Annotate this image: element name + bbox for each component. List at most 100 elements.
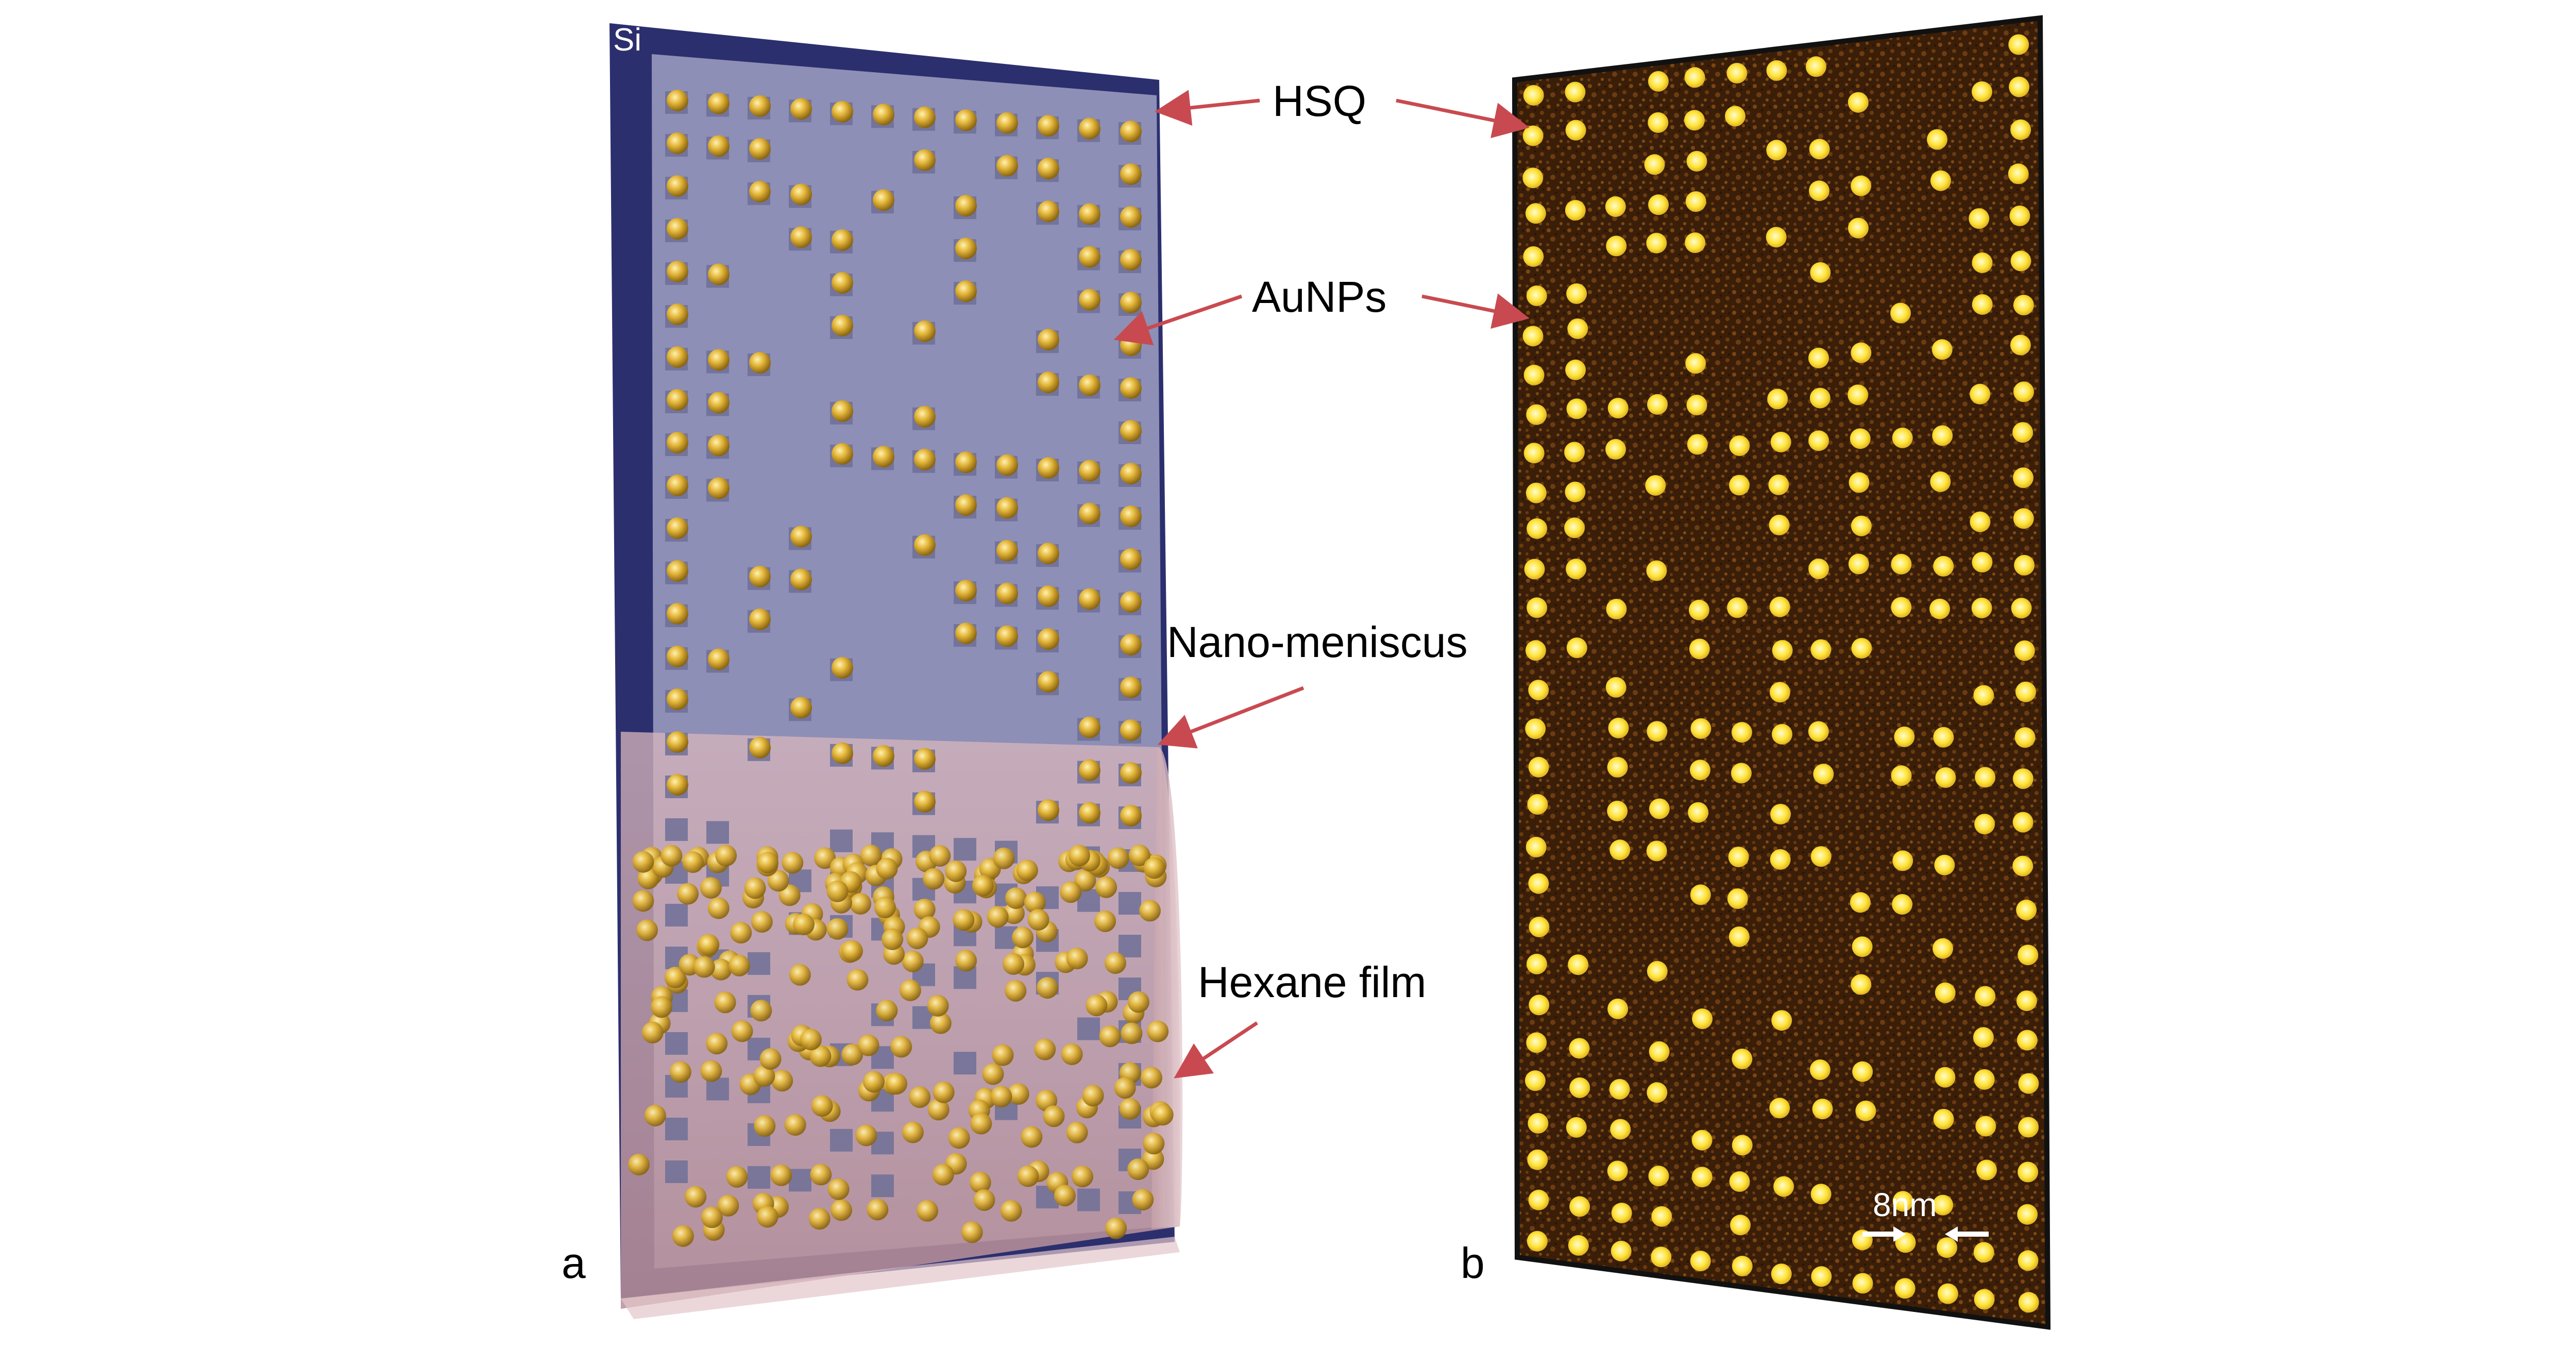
stem-particle bbox=[1975, 767, 1996, 788]
gold-nanoparticle bbox=[1079, 289, 1100, 311]
gold-nanoparticle bbox=[667, 261, 688, 282]
gold-nanoparticle bbox=[886, 1073, 907, 1095]
stem-particle bbox=[2017, 1204, 2038, 1225]
gold-nanoparticle bbox=[726, 1166, 748, 1188]
gold-nanoparticle bbox=[667, 603, 688, 625]
stem-particle bbox=[1894, 726, 1915, 747]
aunps-leader-b bbox=[1421, 293, 1530, 329]
stem-particle bbox=[1684, 67, 1705, 88]
stem-particle bbox=[1932, 425, 1953, 446]
gold-nanoparticle bbox=[750, 1000, 772, 1022]
panel-b-label: b bbox=[1461, 1239, 1485, 1287]
gold-nanoparticle bbox=[715, 845, 737, 867]
gold-nanoparticle bbox=[667, 175, 688, 197]
gold-nanoparticle bbox=[667, 90, 688, 111]
hsq-well bbox=[954, 838, 976, 861]
hexane-edge-shadow bbox=[621, 1237, 1180, 1319]
gold-nanoparticle bbox=[996, 454, 1018, 476]
stem-particle bbox=[1770, 849, 1791, 870]
gold-nanoparticle bbox=[876, 857, 898, 880]
gold-nanoparticle bbox=[708, 349, 730, 371]
stem-particle bbox=[1937, 1283, 1958, 1304]
gold-nanoparticle bbox=[841, 940, 863, 962]
stem-particle bbox=[2016, 899, 2037, 920]
stem-particle bbox=[1566, 1117, 1587, 1138]
gold-nanoparticle bbox=[708, 263, 730, 285]
stem-particle bbox=[1527, 794, 1548, 815]
stem-particle bbox=[1566, 398, 1587, 419]
gold-nanoparticle bbox=[955, 109, 977, 131]
gold-nanoparticle bbox=[1143, 1133, 1165, 1155]
gold-nanoparticle bbox=[1120, 377, 1142, 399]
stem-particle bbox=[1523, 443, 1545, 464]
gold-nanoparticle bbox=[1120, 506, 1142, 527]
stem-particle bbox=[1767, 389, 1788, 410]
stem-particle bbox=[1851, 515, 1872, 536]
gold-nanoparticle bbox=[1038, 457, 1059, 479]
gold-nanoparticle bbox=[909, 1086, 931, 1108]
stem-particle bbox=[2016, 990, 2037, 1012]
stem-particle bbox=[1766, 140, 1787, 161]
gold-nanoparticle bbox=[826, 880, 849, 902]
gold-nanoparticle bbox=[717, 1194, 739, 1217]
gold-nanoparticle bbox=[914, 320, 936, 342]
stem-particle bbox=[1929, 598, 1950, 619]
stem-particle bbox=[1649, 798, 1670, 819]
gold-nanoparticle bbox=[811, 1095, 833, 1117]
stem-particle bbox=[2013, 295, 2034, 315]
gold-nanoparticle bbox=[1021, 1126, 1043, 1148]
gold-nanoparticle bbox=[708, 477, 730, 499]
gold-nanoparticle bbox=[832, 314, 853, 336]
gold-nanoparticle bbox=[1027, 908, 1049, 931]
stem-particle bbox=[1569, 1038, 1590, 1059]
stem-particle bbox=[1974, 1069, 1995, 1090]
gold-nanoparticle bbox=[1107, 847, 1129, 869]
aunps-label: AuNPs bbox=[1252, 273, 1386, 321]
stem-particle bbox=[1805, 56, 1826, 77]
gold-nanoparticle bbox=[1120, 420, 1142, 442]
gold-nanoparticle bbox=[955, 494, 977, 516]
gold-nanoparticle bbox=[832, 229, 853, 251]
stem-particle bbox=[1892, 1191, 1913, 1212]
stem-particle bbox=[2013, 467, 2033, 488]
gold-nanoparticle bbox=[1038, 543, 1059, 565]
stem-particle bbox=[1851, 342, 1872, 363]
stem-particle bbox=[1809, 139, 1830, 160]
gold-nanoparticle bbox=[708, 648, 730, 670]
gold-nanoparticle bbox=[1038, 585, 1059, 608]
gold-nanoparticle bbox=[932, 1164, 954, 1186]
gold-nanoparticle bbox=[832, 742, 853, 764]
stem-particle bbox=[1810, 262, 1831, 283]
gold-nanoparticle bbox=[914, 534, 936, 556]
nano-meniscus-leader bbox=[1157, 686, 1304, 749]
stem-particle bbox=[1975, 986, 1996, 1007]
stem-particle bbox=[1528, 680, 1549, 701]
stem-particle bbox=[1564, 517, 1585, 538]
stem-particle bbox=[1605, 439, 1626, 460]
stem-particle bbox=[2012, 768, 2033, 789]
gold-nanoparticle bbox=[767, 870, 789, 892]
gold-nanoparticle bbox=[933, 1081, 955, 1103]
stem-particle bbox=[1569, 1196, 1590, 1217]
gold-nanoparticle bbox=[1038, 200, 1059, 223]
stem-particle bbox=[1930, 471, 1951, 492]
gold-nanoparticle bbox=[873, 745, 894, 767]
stem-particle bbox=[1525, 718, 1546, 739]
gold-nanoparticle bbox=[667, 475, 688, 496]
gold-nanoparticle bbox=[1105, 952, 1126, 974]
gold-nanoparticle bbox=[827, 1178, 850, 1200]
stem-particle bbox=[1526, 953, 1547, 974]
gold-nanoparticle bbox=[651, 996, 673, 1018]
gold-nanoparticle bbox=[749, 138, 771, 160]
gold-nanoparticle bbox=[850, 892, 872, 915]
gold-nanoparticle bbox=[996, 112, 1018, 134]
stem-particle bbox=[1644, 154, 1665, 175]
stem-particle bbox=[1851, 974, 1872, 995]
gold-nanoparticle bbox=[929, 845, 951, 867]
stem-particle bbox=[2014, 640, 2035, 661]
hsq-well bbox=[830, 1128, 853, 1152]
gold-nanoparticle bbox=[1120, 463, 1142, 484]
hsq-well bbox=[748, 1166, 770, 1189]
stem-particle bbox=[2008, 34, 2029, 55]
